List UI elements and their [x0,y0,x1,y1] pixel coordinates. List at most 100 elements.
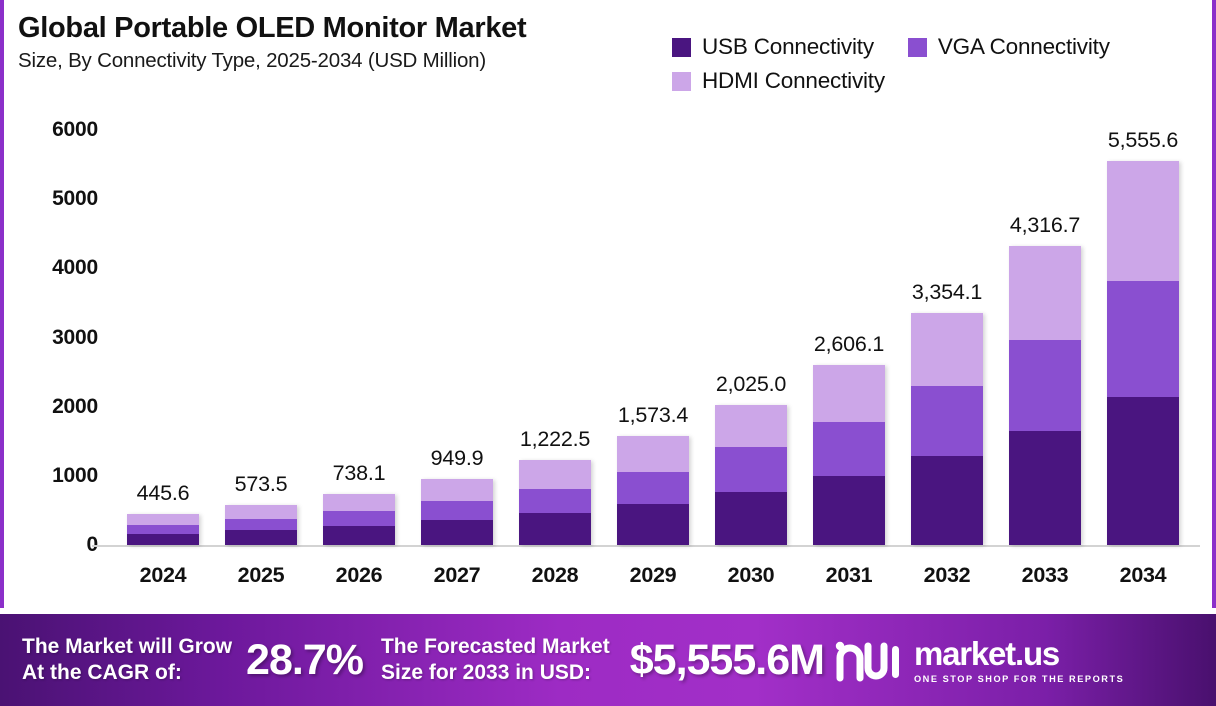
x-axis-tick-label: 2024 [139,563,187,587]
stacked-bar[interactable] [323,493,395,545]
bar-segment-vga[interactable] [323,511,395,526]
stacked-bar[interactable] [813,364,885,545]
stacked-bar[interactable] [715,404,787,545]
bar-segment-vga[interactable] [1009,340,1081,431]
cagr-label-line2: At the CAGR of: [22,661,182,684]
plot-area: 0 1000 2000 3000 4000 5000 6000 445.6 2024 573.5… [2,0,1200,608]
bar-segment-usb[interactable] [813,476,885,545]
x-axis-tick-label: 2030 [727,563,775,587]
bar-group-2032[interactable]: 3,354.1 2032 [911,280,983,587]
page-title: Global Portable OLED Monitor Market [18,12,527,44]
x-axis-line [92,545,1200,547]
bar-segment-vga[interactable] [421,501,493,521]
bar-segment-usb[interactable] [617,503,689,545]
bar-group-2033[interactable]: 4,316.7 2033 [1009,213,1081,587]
forecast-label-line2: Size for 2033 in USD: [380,661,592,684]
bar-segment-usb[interactable] [1009,430,1081,545]
x-axis-tick-label: 2033 [1021,563,1069,587]
bar-series-container: 445.6 2024 573.5 2025 738.1 2026 949.9 2027 1,22… [92,0,1200,608]
right-accent-rail [1212,0,1216,608]
bar-total-label: 573.5 [234,472,288,497]
chart-legend: USB Connectivity VGA Connectivity HDMI Con… [672,30,1202,98]
bar-segment-vga[interactable] [519,488,591,513]
bar-segment-hdmi[interactable] [519,460,591,489]
x-axis-tick-label: 2025 [237,563,285,587]
bar-group-2034[interactable]: 5,555.6 2034 [1107,128,1179,587]
chart-header: Global Portable OLED Monitor Market Size… [18,12,678,74]
forecast-label-line1: The Forecasted Market [380,635,610,659]
x-axis-tick-label: 2032 [923,563,971,587]
bar-segment-hdmi[interactable] [1107,160,1179,282]
y-axis-tick-label: 0 [2,533,99,557]
left-accent-rail [0,0,4,608]
x-axis-tick-label: 2026 [335,563,383,587]
bar-segment-hdmi[interactable] [127,514,199,525]
legend-item-usb[interactable]: USB Connectivity [672,30,874,64]
forecast-label: The Forecasted Market Size for 2033 in U… [381,634,610,685]
bar-total-label: 738.1 [332,460,386,485]
y-axis-tick-label: 3000 [52,325,98,349]
forecast-block: The Forecasted Market Size for 2033 in U… [363,634,825,685]
bar-segment-usb[interactable] [519,512,591,545]
stacked-bar[interactable] [1107,160,1179,545]
x-axis-tick-label: 2034 [1119,563,1167,587]
y-axis-tick-label: 4000 [52,256,98,280]
bar-segment-hdmi[interactable] [715,404,787,448]
bar-segment-usb[interactable] [323,525,395,545]
bar-group-2026[interactable]: 738.1 2026 [323,461,395,587]
stacked-bar[interactable] [127,514,199,545]
bar-segment-hdmi[interactable] [225,505,297,519]
bar-total-label: 949.9 [430,446,484,471]
bar-segment-usb[interactable] [421,520,493,545]
bar-segment-vga[interactable] [715,447,787,492]
y-axis-tick-label: 2000 [52,394,98,418]
bar-total-label: 1,222.5 [519,427,591,452]
legend-item-vga[interactable]: VGA Connectivity [907,30,1110,64]
logo-tagline: ONE STOP SHOP FOR THE REPORTS [913,673,1125,684]
stacked-bar[interactable] [911,313,983,545]
bar-segment-usb[interactable] [715,491,787,545]
bar-group-2029[interactable]: 1,573.4 2029 [617,403,689,587]
bar-segment-vga[interactable] [1107,281,1179,397]
stacked-bar[interactable] [421,479,493,545]
x-axis-tick-label: 2028 [531,563,579,587]
bar-group-2030[interactable]: 2,025.0 2030 [715,372,787,587]
stacked-bar[interactable] [225,505,297,545]
bar-segment-hdmi[interactable] [421,479,493,502]
bar-segment-usb[interactable] [911,456,983,545]
bar-segment-vga[interactable] [127,524,199,534]
logo-name: market.us [913,634,1060,672]
cagr-label-line1: The Market will Grow [22,635,233,659]
bar-segment-hdmi[interactable] [323,493,395,512]
bar-group-2025[interactable]: 573.5 2025 [225,472,297,587]
legend-swatch-icon [672,71,691,91]
bar-total-label: 2,025.0 [715,371,787,396]
bar-segment-hdmi[interactable] [911,313,983,386]
bar-segment-usb[interactable] [1107,396,1179,545]
y-axis-tick-label: 6000 [52,118,98,141]
market-us-logo[interactable]: market.us ONE STOP SHOP FOR THE REPORTS [834,637,1124,684]
bar-group-2031[interactable]: 2,606.1 2031 [813,332,885,587]
legend-item-hdmi[interactable]: HDMI Connectivity [672,64,885,98]
bar-group-2028[interactable]: 1,222.5 2028 [519,427,591,587]
bar-segment-hdmi[interactable] [617,436,689,473]
bar-segment-vga[interactable] [617,472,689,504]
bar-total-label: 3,354.1 [911,280,983,305]
bar-group-2024[interactable]: 445.6 2024 [127,481,199,587]
bar-segment-vga[interactable] [225,518,297,531]
cagr-block: The Market will Grow At the CAGR of: 28.… [0,634,364,685]
bar-segment-vga[interactable] [911,385,983,457]
bar-segment-vga[interactable] [813,422,885,477]
bar-segment-usb[interactable] [225,530,297,545]
bar-segment-hdmi[interactable] [813,364,885,423]
stacked-bar[interactable] [519,460,591,545]
stacked-bar[interactable] [1009,246,1081,545]
bar-segment-usb[interactable] [127,533,199,545]
page-subtitle: Size, By Connectivity Type, 2025-2034 (U… [18,49,486,73]
legend-item-label: VGA Connectivity [937,34,1110,59]
summary-banner: The Market will Grow At the CAGR of: 28.… [0,614,1216,706]
bar-segment-hdmi[interactable] [1009,246,1081,341]
bar-group-2027[interactable]: 949.9 2027 [421,446,493,587]
stacked-bar[interactable] [617,436,689,545]
